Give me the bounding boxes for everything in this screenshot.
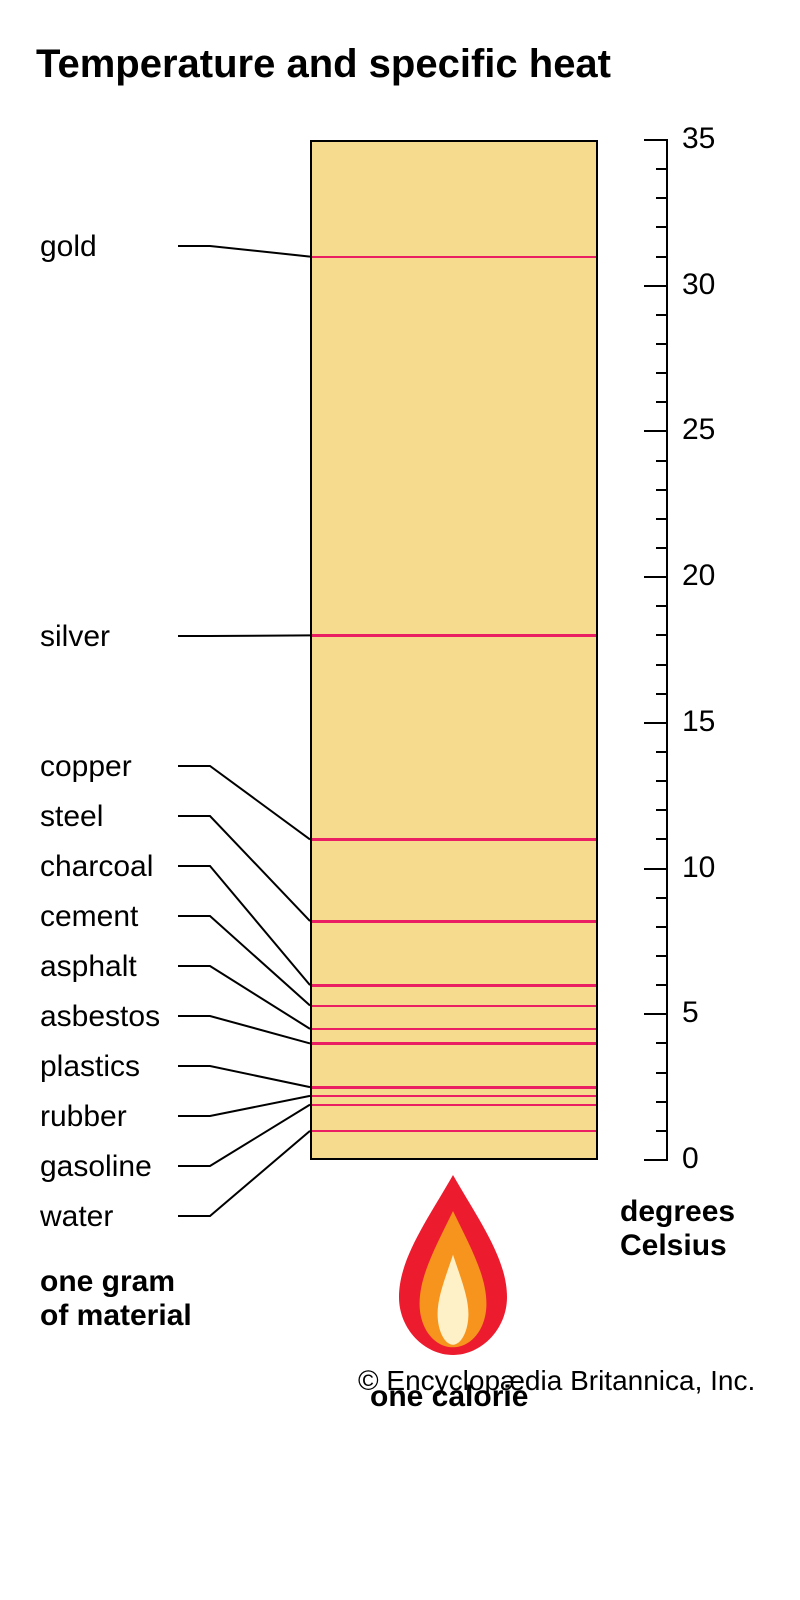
axis-tick-minor xyxy=(656,984,668,986)
material-line-rubber xyxy=(312,1095,596,1098)
leader-line-water xyxy=(178,1131,310,1216)
axis-tick-major xyxy=(644,430,668,432)
material-line-asphalt xyxy=(312,1028,596,1031)
axis-tick-minor xyxy=(656,809,668,811)
axis-tick-minor xyxy=(656,838,668,840)
leader-line-plastics xyxy=(178,1066,310,1087)
axis-tick-label: 25 xyxy=(682,413,715,447)
axis-tick-minor xyxy=(656,343,668,345)
axis-tick-minor xyxy=(656,634,668,636)
material-label-copper: copper xyxy=(40,750,132,784)
material-line-plastics xyxy=(312,1086,596,1089)
material-line-silver xyxy=(312,634,596,637)
material-label-gasoline: gasoline xyxy=(40,1150,152,1184)
axis-label-line1: degrees xyxy=(620,1195,735,1228)
axis-tick-major xyxy=(644,576,668,578)
axis-tick-minor xyxy=(656,605,668,607)
material-label-rubber: rubber xyxy=(40,1100,127,1134)
axis-tick-label: 30 xyxy=(682,268,715,302)
flame-icon xyxy=(388,1175,518,1355)
material-line-charcoal xyxy=(312,984,596,987)
material-line-copper xyxy=(312,838,596,841)
leader-line-asbestos xyxy=(178,1016,310,1043)
y-axis xyxy=(620,140,668,1160)
material-label-plastics: plastics xyxy=(40,1050,140,1084)
material-label-asphalt: asphalt xyxy=(40,950,137,984)
axis-tick-minor xyxy=(656,751,668,753)
axis-tick-minor xyxy=(656,926,668,928)
axis-tick-minor xyxy=(656,1072,668,1074)
axis-tick-minor xyxy=(656,897,668,899)
axis-tick-minor xyxy=(656,168,668,170)
axis-tick-label: 5 xyxy=(682,996,699,1030)
leader-line-charcoal xyxy=(178,866,310,985)
axis-tick-major xyxy=(644,139,668,141)
axis-tick-minor xyxy=(656,489,668,491)
axis-tick-major xyxy=(644,868,668,870)
leader-line-rubber xyxy=(178,1096,310,1116)
leader-line-gold xyxy=(178,246,310,257)
axis-tick-major xyxy=(644,722,668,724)
axis-tick-minor xyxy=(656,460,668,462)
material-line-asbestos xyxy=(312,1042,596,1045)
axis-tick-label: 20 xyxy=(682,559,715,593)
axis-tick-minor xyxy=(656,955,668,957)
axis-tick-minor xyxy=(656,197,668,199)
material-label-steel: steel xyxy=(40,800,103,834)
axis-tick-minor xyxy=(656,372,668,374)
material-line-gold xyxy=(312,256,596,259)
axis-tick-minor xyxy=(656,547,668,549)
leader-line-silver xyxy=(178,635,310,636)
material-label-cement: cement xyxy=(40,900,138,934)
axis-tick-minor xyxy=(656,1042,668,1044)
axis-tick-major xyxy=(644,1013,668,1015)
material-caption-line2: of material xyxy=(40,1299,192,1332)
material-line-gasoline xyxy=(312,1104,596,1107)
material-label-gold: gold xyxy=(40,230,97,264)
material-caption-line1: one gram xyxy=(40,1265,175,1298)
axis-tick-major xyxy=(644,285,668,287)
axis-line xyxy=(666,140,668,1160)
axis-tick-minor xyxy=(656,314,668,316)
material-label-asbestos: asbestos xyxy=(40,1000,160,1034)
material-label-silver: silver xyxy=(40,620,110,654)
axis-tick-minor xyxy=(656,256,668,258)
axis-tick-minor xyxy=(656,1101,668,1103)
material-line-water xyxy=(312,1130,596,1133)
axis-tick-minor xyxy=(656,664,668,666)
axis-tick-label: 35 xyxy=(682,122,715,156)
axis-tick-minor xyxy=(656,780,668,782)
page-title: Temperature and specific heat xyxy=(36,42,611,87)
axis-tick-minor xyxy=(656,401,668,403)
axis-tick-label: 10 xyxy=(682,851,715,885)
axis-tick-minor xyxy=(656,226,668,228)
axis-tick-major xyxy=(644,1159,668,1161)
leader-line-asphalt xyxy=(178,966,310,1029)
axis-tick-minor xyxy=(656,1130,668,1132)
material-caption: one gram of material xyxy=(40,1265,192,1333)
axis-tick-minor xyxy=(656,518,668,520)
leader-line-steel xyxy=(178,816,310,921)
chart-area: gold silver copper steel charcoal cement aspha… xyxy=(0,140,800,1190)
axis-tick-label: 15 xyxy=(682,705,715,739)
axis-label-line2: Celsius xyxy=(620,1229,727,1262)
leader-line-copper xyxy=(178,766,310,839)
material-line-steel xyxy=(312,920,596,923)
material-line-cement xyxy=(312,1005,596,1008)
leader-line-cement xyxy=(178,916,310,1006)
axis-tick-minor xyxy=(656,693,668,695)
axis-tick-label: 0 xyxy=(682,1142,699,1176)
copyright-text: © Encyclopædia Britannica, Inc. xyxy=(358,1365,755,1397)
material-label-charcoal: charcoal xyxy=(40,850,153,884)
material-label-water: water xyxy=(40,1200,113,1234)
axis-label: degrees Celsius xyxy=(620,1195,735,1263)
leader-line-gasoline xyxy=(178,1105,310,1166)
